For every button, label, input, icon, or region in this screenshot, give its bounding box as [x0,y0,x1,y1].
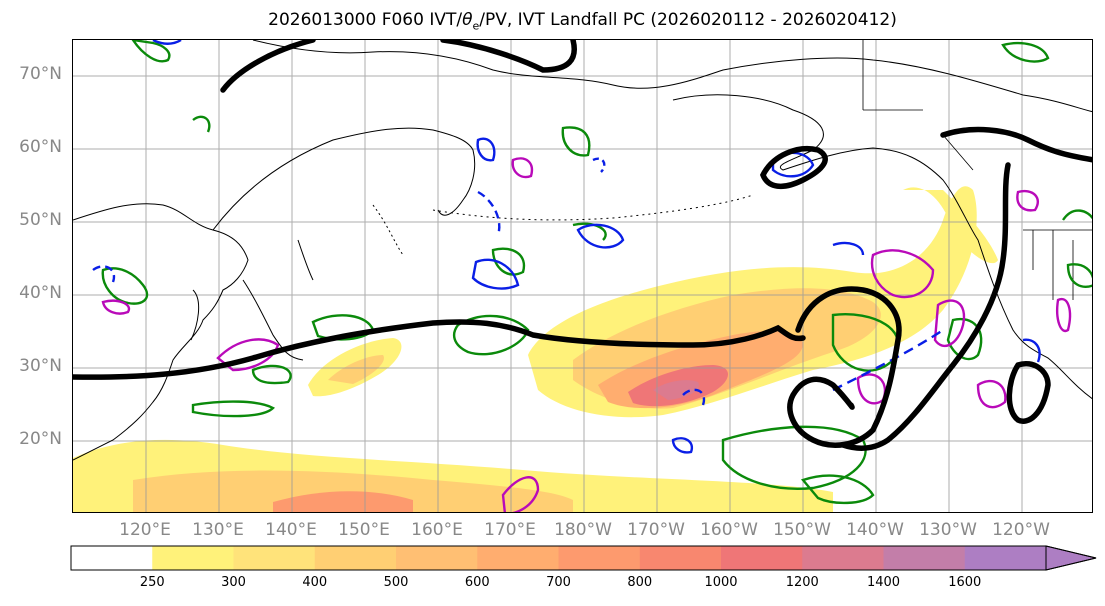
pc-contour-north [220,40,577,93]
colorbar-tick-label: 700 [546,575,571,590]
colorbar-tick-label: 250 [139,575,165,590]
colorbar-cell [883,546,966,570]
lat-label: 20°N [19,429,62,449]
lat-label: 60°N [19,137,62,157]
lon-label: 130°E [192,520,244,540]
ivt-band-south-3 [273,491,413,512]
colorbar-tick-label: 300 [221,575,246,590]
colorbar-cell [314,546,397,570]
lon-label: 130°W [919,520,977,540]
colorbar-cell [721,546,803,570]
pv-negative-contours [92,40,1041,454]
colorbar-tick-label: 600 [464,575,490,590]
lat-label: 40°N [19,283,62,303]
map-svg [73,40,1092,512]
colorbar-extend-arrow [1045,545,1097,571]
theta-e-contours [101,40,1092,505]
arctic-coast [252,40,1092,113]
lon-label: 180°W [554,520,612,540]
pc-contour-loop [787,286,902,448]
lon-label: 170°W [627,520,685,540]
colorbar-cell [802,546,884,570]
lon-label: 170°E [484,520,536,540]
pc-contour-main [73,319,806,380]
pc-contour-alaska [759,146,828,189]
landfall-pc-contours [73,40,1092,452]
lon-label: 140°E [265,520,317,540]
colorbar-tick-label: 1600 [948,575,982,590]
lon-label: 140°W [846,520,904,540]
colorbar-cell [639,546,722,570]
lon-label: 160°E [411,520,463,540]
alaska-coast [672,94,1092,400]
pv-positive-contours [101,157,1072,512]
coastlines [73,40,1092,461]
lon-label: 150°E [338,520,390,540]
colorbar-tick-label: 500 [383,575,409,590]
lat-label: 50°N [19,210,62,230]
chart-title: 2026013000 F060 IVT/θe/PV, IVT Landfall … [268,10,897,33]
colorbar-tick-label: 400 [302,575,328,590]
map-panel [72,39,1093,513]
colorbar-tick-label: 1200 [785,575,819,590]
lon-label: 160°W [700,520,758,540]
canada-borders [862,40,1092,300]
lat-label: 30°N [19,356,62,376]
pc-contour-east [840,126,1092,452]
kuril-chain [372,204,404,256]
ivt-blob-west-2 [328,355,384,384]
colorbar-tick-label: 1000 [704,575,738,590]
aleutians [432,194,754,221]
colorbar-tick-label: 1400 [866,575,901,590]
colorbar-cell [71,546,153,570]
lon-label: 150°W [773,520,831,540]
colorbar-cell [396,546,478,570]
ivt-coast-strip [903,187,998,264]
colorbar-cells [71,546,1047,570]
lat-label: 70°N [19,64,62,84]
colorbar-cell [233,546,316,570]
colorbar-cell [964,546,1047,570]
lon-label: 120°W [992,520,1050,540]
colorbar [70,545,1097,571]
colorbar-tick-label: 800 [627,575,653,590]
korea-japan [190,239,314,361]
ivt-plume-5 [653,380,699,400]
lon-label: 120°E [119,520,171,540]
colorbar-cell [152,546,234,570]
pc-contour-coast [1006,361,1051,424]
siberia-kamchatka [212,127,476,231]
colorbar-cell [558,546,641,570]
asia-coast [73,203,249,461]
colorbar-outline [70,545,1097,571]
colorbar-cell [477,546,559,570]
